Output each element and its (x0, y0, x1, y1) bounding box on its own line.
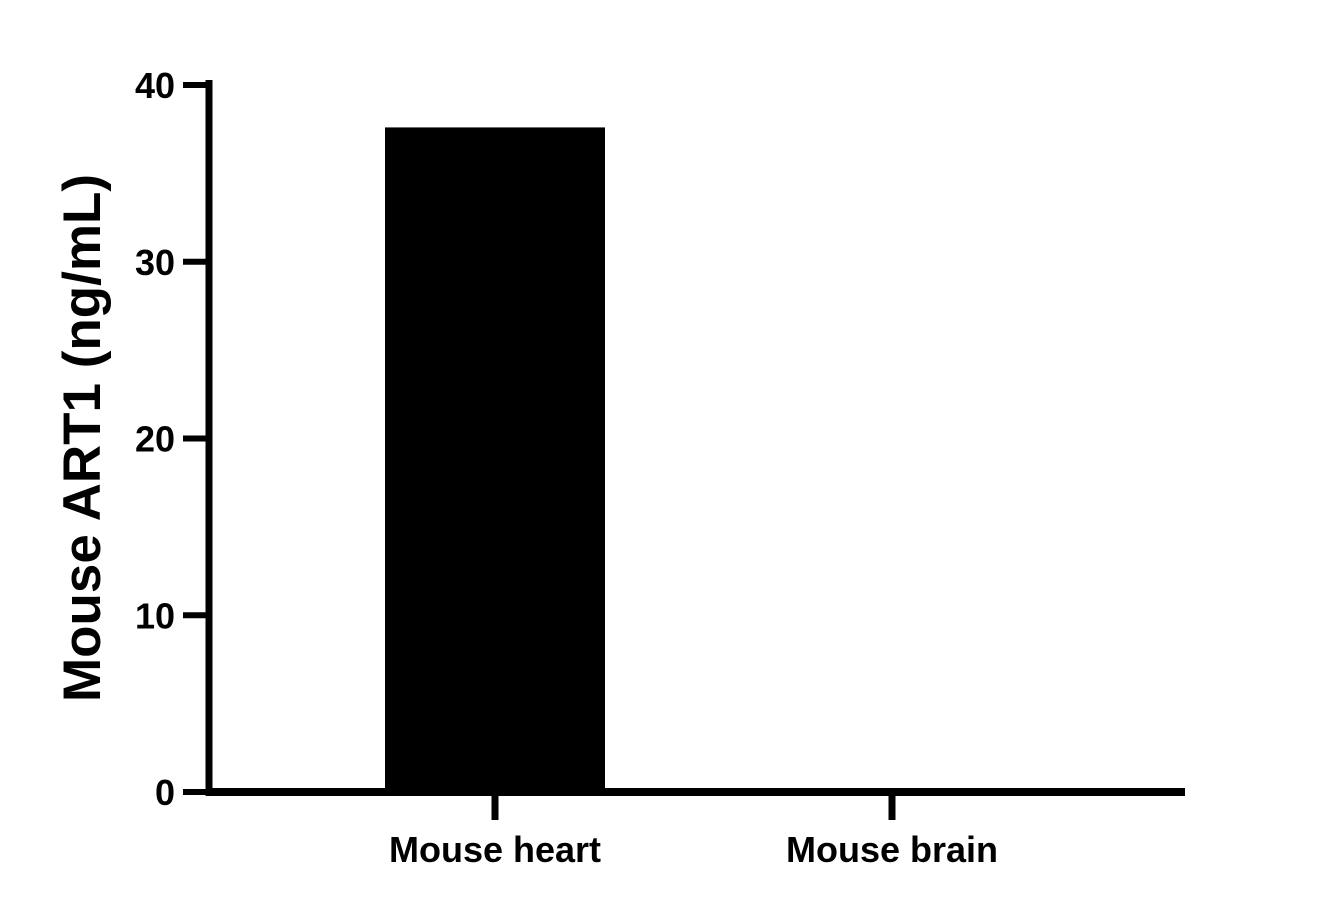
x-tick-label: Mouse brain (786, 829, 998, 870)
y-tick-label: 0 (155, 772, 175, 813)
x-tick-label: Mouse heart (389, 829, 601, 870)
y-tick-label: 40 (135, 65, 175, 106)
y-axis-label: Mouse ART1 (ng/mL) (53, 174, 112, 702)
y-tick-label: 20 (135, 419, 175, 460)
y-tick-label: 30 (135, 242, 175, 283)
bar-mouse-heart (385, 127, 605, 793)
y-tick-label: 10 (135, 595, 175, 636)
